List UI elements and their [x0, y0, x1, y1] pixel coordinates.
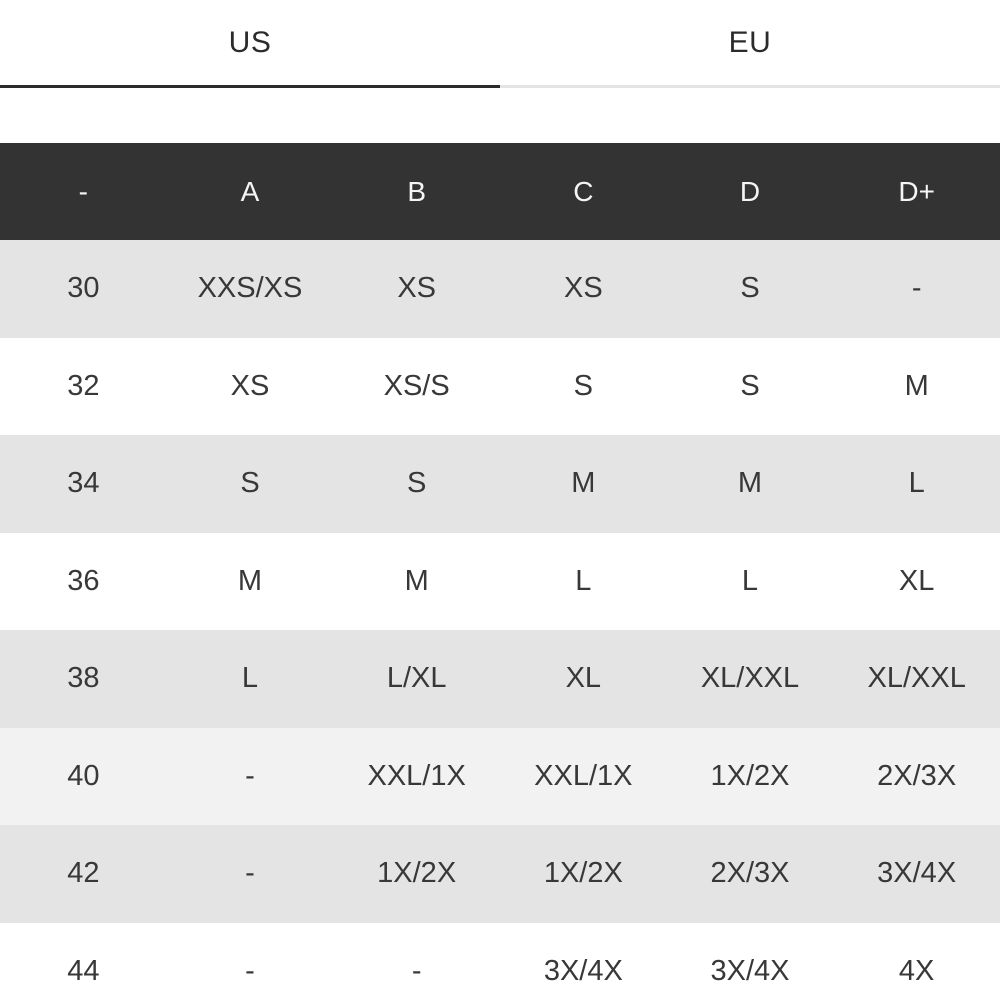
size-cell: 2X/3X: [710, 857, 790, 890]
size-cell: M: [904, 369, 929, 402]
table-row: 42 - 1X/2X 1X/2X 2X/3X 3X/4X: [0, 825, 1000, 923]
size-cell: S: [406, 467, 427, 500]
size-cell: M: [237, 564, 263, 597]
size-cell: 1X/2X: [710, 759, 790, 792]
header-cell: D: [739, 175, 761, 207]
size-cell: XL/XXL: [700, 662, 800, 695]
tab-eu[interactable]: EU: [500, 0, 1000, 88]
table-row: 40 - XXL/1X XXL/1X 1X/2X 2X/3X: [0, 727, 1000, 825]
table-header-row: - A B C D D+: [0, 143, 1000, 240]
size-cell: 2X/3X: [877, 759, 957, 792]
table-body: 30 XXS/XS XS XS S - 32 XS XS/S S S M 34 S S M M L 36 M M L L XL…: [0, 240, 1000, 1000]
size-cell: XXS/XS: [197, 272, 303, 305]
size-cell: XL: [565, 662, 602, 695]
size-cell: -: [245, 857, 255, 890]
size-cell: S: [240, 467, 260, 500]
size-cell: 1X/2X: [377, 857, 457, 890]
tab-us-label: US: [228, 25, 272, 59]
size-cell: M: [404, 564, 429, 597]
band-size-cell: 34: [67, 467, 100, 500]
size-cell: M: [571, 467, 596, 500]
header-cell: C: [573, 175, 594, 207]
header-cell: B: [407, 175, 426, 207]
table-row: 44 - - 3X/4X 3X/4X 4X: [0, 922, 1000, 1000]
size-cell: XXL/1X: [534, 759, 633, 792]
size-cell: XS: [563, 272, 603, 305]
size-cell: 1X/2X: [543, 857, 623, 890]
size-cell: XXL/1X: [367, 759, 466, 792]
size-cell: L: [575, 564, 592, 597]
header-cell: A: [240, 175, 260, 207]
band-size-cell: 44: [67, 954, 100, 987]
size-cell: XS/S: [383, 369, 450, 402]
band-size-cell: 38: [67, 662, 100, 695]
size-cell: 3X/4X: [877, 857, 957, 890]
size-cell: L: [908, 467, 925, 500]
table-row: 34 S S M M L: [0, 435, 1000, 533]
header-cell: D+: [898, 175, 935, 207]
header-cell: -: [78, 175, 88, 207]
tab-eu-label: EU: [728, 25, 772, 59]
size-cell: 4X: [898, 954, 935, 987]
band-size-cell: 30: [67, 272, 100, 305]
size-chart-table: - A B C D D+ 30 XXS/XS XS XS S - 32 XS XS/S S S M 34 S S M M L…: [0, 143, 1000, 1000]
region-tab-bar: US EU: [0, 0, 1000, 88]
band-size-cell: 42: [67, 857, 100, 890]
table-row: 36 M M L L XL: [0, 532, 1000, 630]
table-row: 38 L L/XL XL XL/XXL XL/XXL: [0, 630, 1000, 728]
size-cell: -: [245, 759, 255, 792]
size-cell: 3X/4X: [543, 954, 623, 987]
size-cell: -: [245, 954, 255, 987]
table-row: 30 XXS/XS XS XS S -: [0, 240, 1000, 338]
size-cell: XL/XXL: [867, 662, 966, 695]
size-cell: M: [737, 467, 763, 500]
size-cell: L: [241, 662, 259, 695]
size-cell: 3X/4X: [710, 954, 790, 987]
size-cell: XL: [898, 564, 935, 597]
tab-us[interactable]: US: [0, 0, 500, 88]
band-size-cell: 32: [67, 369, 100, 402]
size-cell: -: [911, 272, 922, 305]
size-cell: S: [740, 369, 760, 402]
size-cell: XS: [230, 369, 270, 402]
size-cell: L/XL: [386, 662, 447, 695]
size-cell: -: [411, 954, 422, 987]
size-cell: XS: [397, 272, 436, 305]
size-cell: S: [573, 369, 593, 402]
size-cell: S: [740, 272, 760, 305]
size-cell: L: [741, 564, 759, 597]
band-size-cell: 40: [67, 759, 100, 792]
band-size-cell: 36: [67, 564, 100, 597]
table-row: 32 XS XS/S S S M: [0, 337, 1000, 435]
